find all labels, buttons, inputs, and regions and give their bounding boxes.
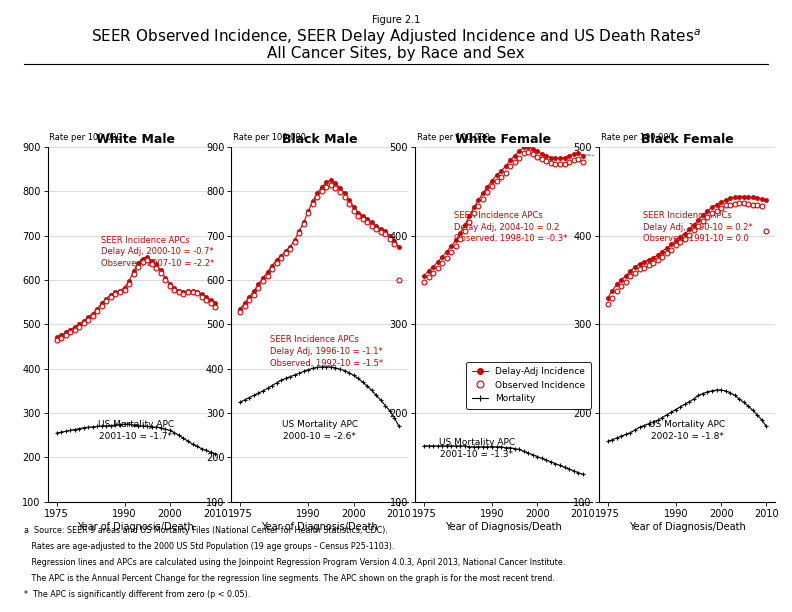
Text: SEER Incidence APCs
Delay Adj, 1990-10 = 0.2*
Observed, 1991-10 = 0.0: SEER Incidence APCs Delay Adj, 1990-10 =…: [643, 211, 752, 244]
Text: Rate per 100,000: Rate per 100,000: [417, 133, 489, 141]
Text: Rate per 100,000: Rate per 100,000: [233, 133, 306, 141]
Text: Regression lines and APCs are calculated using the Joinpoint Regression Program : Regression lines and APCs are calculated…: [24, 558, 565, 567]
Text: The APC is the Annual Percent Change for the regression line segments. The APC s: The APC is the Annual Percent Change for…: [24, 574, 554, 583]
Text: US Mortality APC
2002-10 = -1.8*: US Mortality APC 2002-10 = -1.8*: [649, 420, 725, 441]
Title: Black Male: Black Male: [282, 133, 357, 146]
Text: SEER Incidence APCs
Delay Adj, 2004-10 = 0.2
Observed, 1998-10 = -0.3*: SEER Incidence APCs Delay Adj, 2004-10 =…: [454, 211, 567, 244]
Text: US Mortality APC
2001-10 = -1.3*: US Mortality APC 2001-10 = -1.3*: [439, 438, 515, 459]
Text: All Cancer Sites, by Race and Sex: All Cancer Sites, by Race and Sex: [267, 46, 525, 61]
Text: a  Source: SEER 9 areas and US Mortality Files (National Center for Health Stati: a Source: SEER 9 areas and US Mortality …: [24, 526, 387, 536]
X-axis label: Year of Diagnosis/Death: Year of Diagnosis/Death: [261, 521, 378, 532]
Text: US Mortality APC
2001-10 = -1.7*: US Mortality APC 2001-10 = -1.7*: [97, 420, 174, 441]
X-axis label: Year of Diagnosis/Death: Year of Diagnosis/Death: [78, 521, 194, 532]
Text: US Mortality APC
2000-10 = -2.6*: US Mortality APC 2000-10 = -2.6*: [281, 420, 358, 441]
Text: SEER Incidence APCs
Delay Adj, 1996-10 = -1.1*
Observed, 1992-10 = -1.5*: SEER Incidence APCs Delay Adj, 1996-10 =…: [270, 335, 383, 368]
Text: SEER Observed Incidence, SEER Delay Adjusted Incidence and US Death Rates$^a$: SEER Observed Incidence, SEER Delay Adju…: [91, 28, 701, 47]
X-axis label: Year of Diagnosis/Death: Year of Diagnosis/Death: [445, 521, 562, 532]
Title: Black Female: Black Female: [641, 133, 733, 146]
Text: SEER Incidence APCs
Delay Adj, 2000-10 = -0.7*
Observed, 2007-10 = -2.2*: SEER Incidence APCs Delay Adj, 2000-10 =…: [101, 236, 214, 268]
X-axis label: Year of Diagnosis/Death: Year of Diagnosis/Death: [629, 521, 745, 532]
Text: Figure 2.1: Figure 2.1: [372, 15, 420, 25]
Text: Rate per 100,000: Rate per 100,000: [600, 133, 673, 141]
Title: White Male: White Male: [97, 133, 175, 146]
Legend: Delay-Adj Incidence, Observed Incidence, Mortality: Delay-Adj Incidence, Observed Incidence,…: [466, 362, 591, 409]
Title: White Female: White Female: [455, 133, 551, 146]
Text: Rate per 100,000: Rate per 100,000: [49, 133, 122, 141]
Text: Rates are age-adjusted to the 2000 US Std Population (19 age groups - Census P25: Rates are age-adjusted to the 2000 US St…: [24, 542, 394, 551]
Text: *  The APC is significantly different from zero (p < 0.05).: * The APC is significantly different fro…: [24, 590, 250, 599]
